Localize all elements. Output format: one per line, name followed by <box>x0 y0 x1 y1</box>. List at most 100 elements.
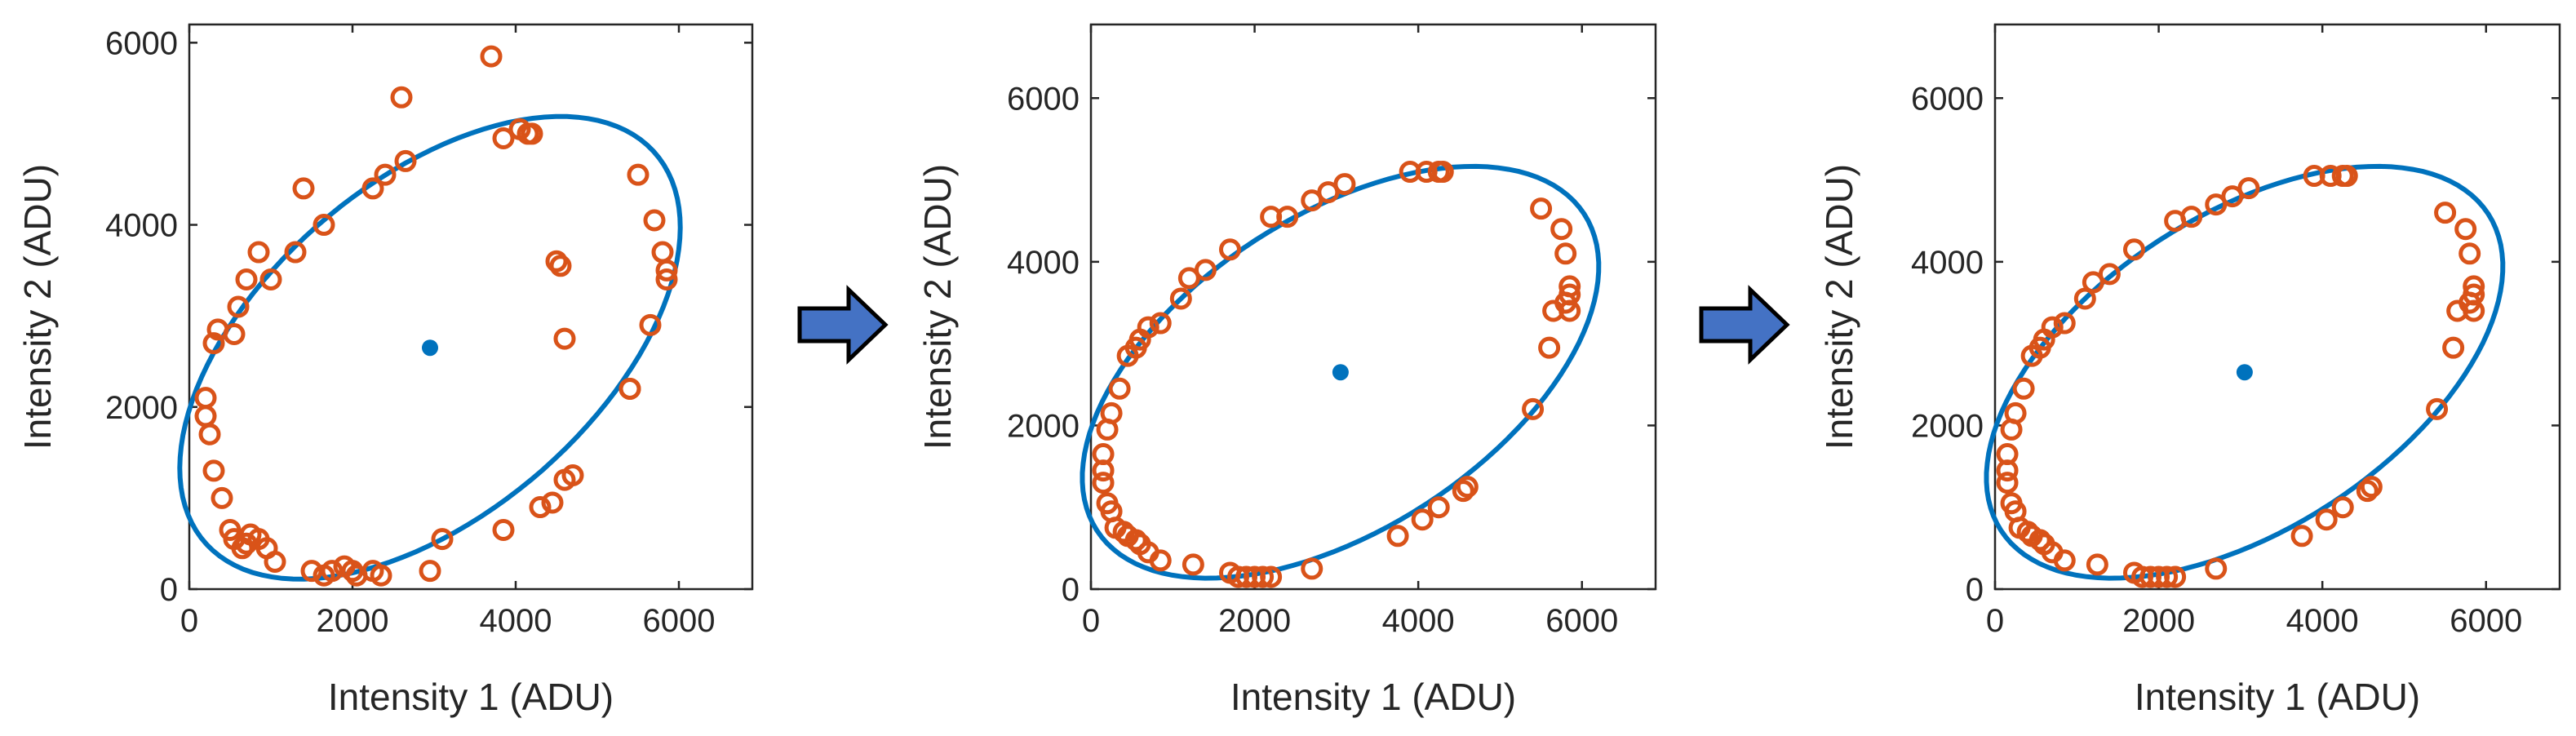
x-axis-label: Intensity 1 (ADU) <box>1230 676 1516 718</box>
data-point <box>2020 344 2043 367</box>
data-point <box>2315 508 2338 531</box>
data-point <box>259 268 282 291</box>
data-point <box>1317 181 1340 204</box>
data-point <box>300 560 323 583</box>
data-point <box>655 268 678 291</box>
y-tick-label: 0 <box>1062 572 1080 608</box>
data-point <box>1411 508 1434 531</box>
data-point <box>202 332 225 355</box>
data-point <box>529 496 552 519</box>
data-point <box>247 241 270 264</box>
scatter-panel-3: 0 2000 4000 6000 0 2000 4000 6000 Intensity 1 (… <box>1818 23 2561 718</box>
data-point <box>2426 397 2449 420</box>
data-point <box>198 423 221 446</box>
data-point <box>227 295 250 318</box>
data-point <box>284 241 307 264</box>
x-tick-label: 2000 <box>2122 603 2195 639</box>
data-point <box>1386 525 1409 548</box>
scatter-panel-1: 0 2000 4000 6000 0 2000 4000 6000 Intensity 1 (… <box>16 23 754 718</box>
data-point <box>2360 476 2383 499</box>
ellipse-center-point <box>2236 364 2253 381</box>
x-tick-label: 6000 <box>2450 603 2522 639</box>
data-point <box>2356 480 2379 503</box>
data-point <box>541 491 564 514</box>
data-point <box>2205 557 2228 580</box>
x-tick-label: 2000 <box>1218 603 1291 639</box>
y-tick-label: 6000 <box>105 25 178 61</box>
data-point <box>643 209 666 232</box>
data-point <box>1558 299 1581 322</box>
data-point <box>2331 496 2354 519</box>
data-point <box>2237 177 2260 200</box>
data-point <box>2053 312 2076 335</box>
data-point <box>374 163 397 186</box>
x-tick-label: 0 <box>1986 603 2004 639</box>
y-tick-label: 2000 <box>1007 408 1080 444</box>
data-point <box>545 250 568 273</box>
data-point <box>2335 165 2358 188</box>
data-point <box>419 560 441 583</box>
data-point <box>492 127 515 150</box>
data-point <box>394 149 417 172</box>
data-point <box>431 528 454 551</box>
ellipse-center-point <box>1332 364 1349 381</box>
data-point <box>202 459 225 482</box>
data-point <box>370 564 392 587</box>
data-point <box>2082 271 2104 294</box>
data-point <box>1149 549 1172 572</box>
step-arrow-1 <box>797 285 889 365</box>
data-point <box>1333 173 1356 196</box>
data-point <box>1177 267 1200 290</box>
data-point <box>1124 529 1147 552</box>
data-point <box>521 122 543 145</box>
data-point <box>1108 377 1131 400</box>
y-tick-label: 6000 <box>1911 81 1984 117</box>
data-point <box>1996 472 2019 494</box>
x-tick-label: 6000 <box>1545 603 1618 639</box>
data-point <box>1301 557 1323 580</box>
y-tick-label: 2000 <box>1911 408 1984 444</box>
y-axis-label: Intensity 2 (ADU) <box>1818 164 1860 450</box>
x-axis-label: Intensity 1 (ADU) <box>328 676 614 718</box>
data-point <box>2098 263 2121 286</box>
data-point <box>1538 336 1561 359</box>
fitted-ellipse <box>1984 163 2506 581</box>
y-tick-label: 4000 <box>105 208 178 244</box>
fitted-ellipse <box>1080 163 1602 581</box>
data-point <box>1522 397 1545 420</box>
data-point <box>390 86 413 109</box>
data-point <box>1554 242 1577 265</box>
x-axis-label: Intensity 1 (ADU) <box>2135 676 2420 718</box>
data-point <box>1169 287 1192 310</box>
data-point <box>2086 553 2108 576</box>
plot-marks: 0 2000 4000 6000 0 2000 4000 6000 <box>105 24 752 639</box>
data-point <box>639 313 662 336</box>
data-point <box>2164 210 2187 233</box>
data-point <box>1096 418 1119 441</box>
data-point <box>2290 525 2313 548</box>
y-tick-label: 2000 <box>105 390 178 426</box>
data-point <box>549 255 572 277</box>
data-point <box>1260 565 1283 588</box>
data-point <box>1431 161 1454 184</box>
x-tick-label: 2000 <box>317 603 389 639</box>
data-point <box>655 259 678 282</box>
data-point <box>2028 529 2051 552</box>
data-point <box>211 486 233 509</box>
data-point <box>1996 459 2019 482</box>
data-point <box>1456 476 1479 499</box>
data-point <box>561 463 584 486</box>
y-tick-label: 6000 <box>1007 81 1080 117</box>
data-point <box>1427 496 1450 519</box>
data-point <box>1149 312 1172 335</box>
data-point <box>2156 565 2179 588</box>
data-point <box>480 45 503 68</box>
data-point <box>2434 202 2457 224</box>
data-point <box>321 560 344 583</box>
data-point <box>1194 259 1217 282</box>
data-point <box>235 268 258 291</box>
data-point <box>619 377 641 400</box>
x-tick-label: 4000 <box>2286 603 2359 639</box>
plot-frame <box>188 23 754 591</box>
data-point <box>341 560 364 583</box>
